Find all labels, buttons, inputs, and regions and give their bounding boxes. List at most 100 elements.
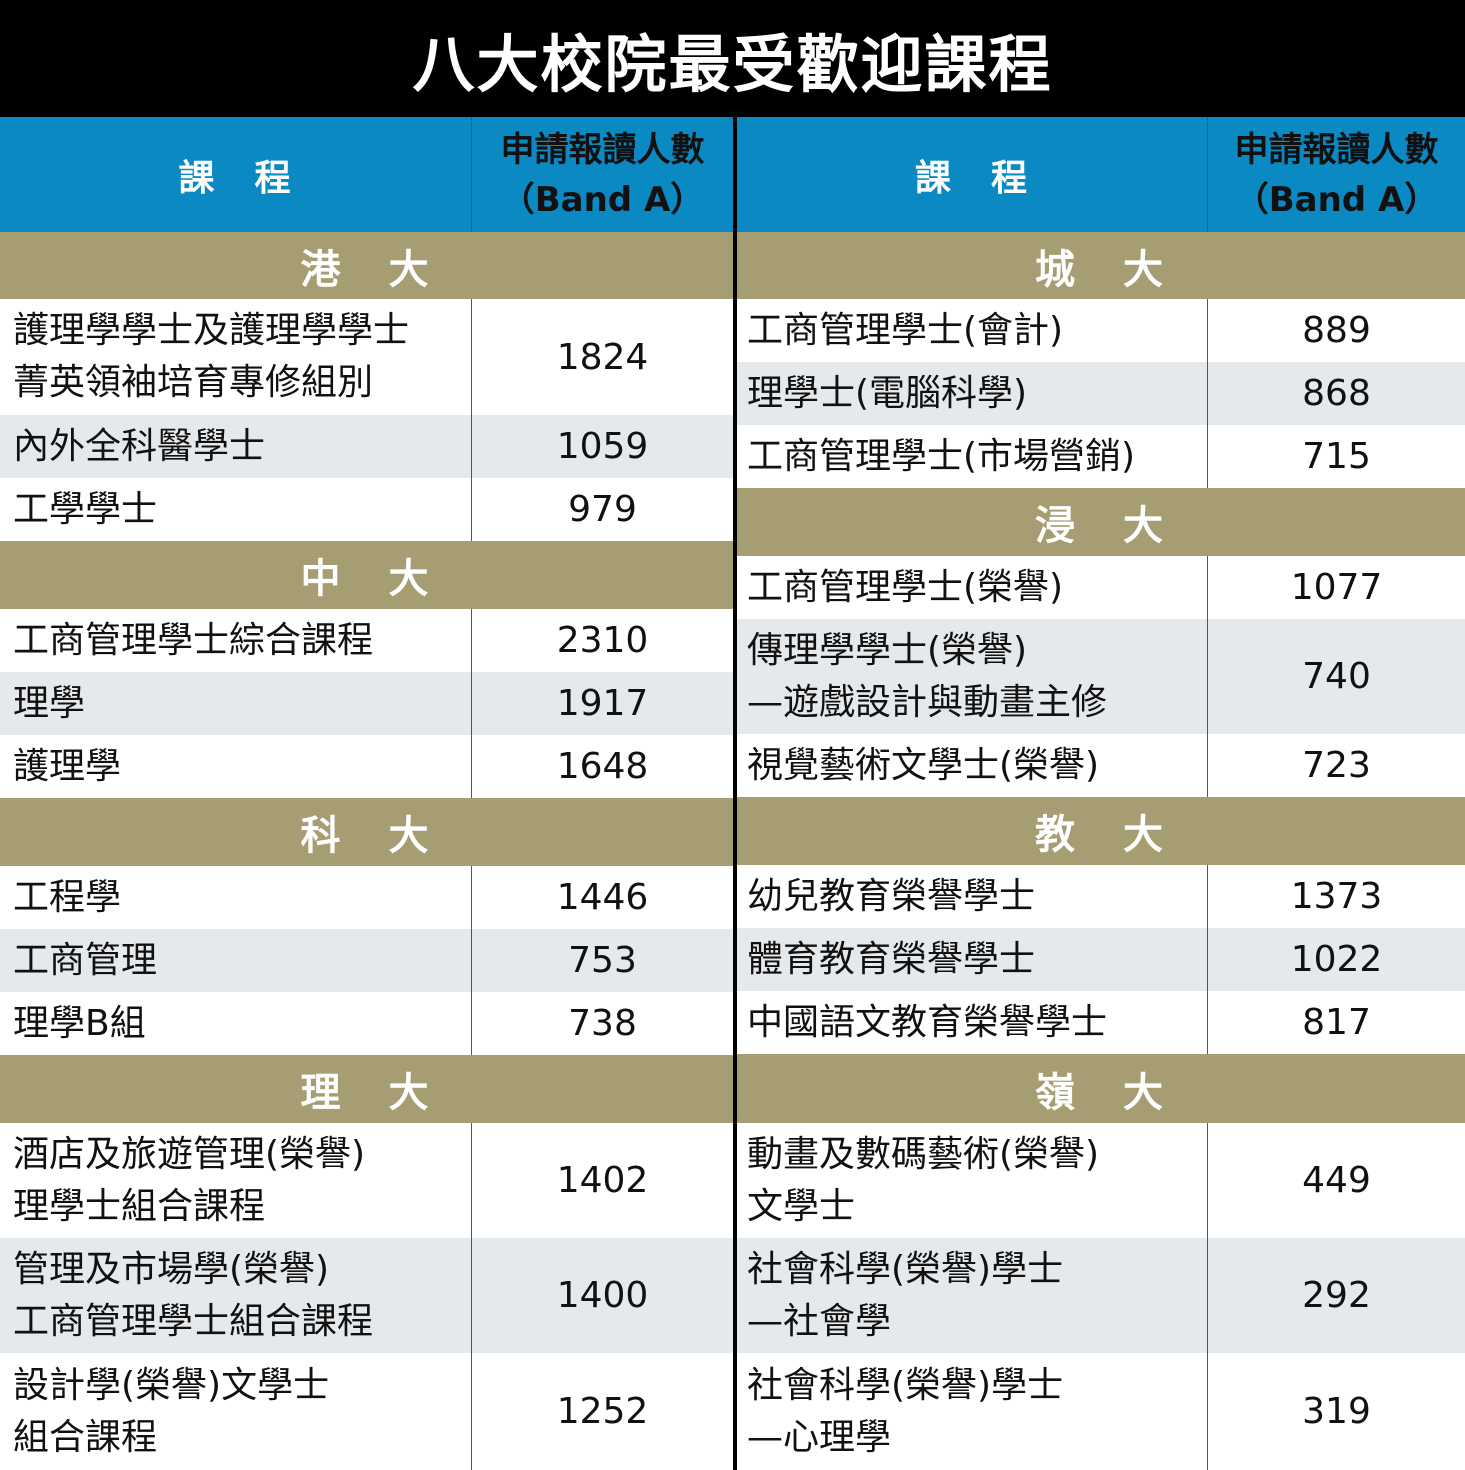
applicant-count: 2310 <box>471 609 733 672</box>
left-column: 課 程 申請報讀人數 （Band A） 港 大護理學學士及護理學學士 菁英領袖培育專修組… <box>0 117 733 1470</box>
right-column: 課 程申請報讀人數 （Band A）城 大工商管理學士(會計) 889 理學士(電腦科… <box>737 117 1465 1470</box>
table-row: 設計學(榮譽)文學士 組合課程 1252 <box>0 1353 733 1470</box>
applicant-count: 1648 <box>471 735 733 798</box>
course-name-line: 護理學 <box>13 745 122 787</box>
applicant-count: 868 <box>1207 362 1465 425</box>
count-header: 申請報讀人數 （Band A） <box>1207 117 1465 232</box>
applicant-count: 319 <box>1207 1353 1465 1470</box>
table-row: 工程學 1446 <box>0 866 733 929</box>
applicant-count: 738 <box>471 992 733 1055</box>
table-row: 工商管理學士(市場營銷) 715 <box>737 425 1465 488</box>
course-name-line: 工商管理 <box>13 939 158 981</box>
course-name: 酒店及旅遊管理(榮譽) 理學士組合課程 <box>0 1123 471 1238</box>
table-row: 視覺藝術文學士(榮譽) 723 <box>737 734 1465 797</box>
count-header-line2: （Band A） <box>1234 179 1439 220</box>
table-header: 課 程 申請報讀人數 （Band A） <box>0 117 733 232</box>
table-row: 護理學 1648 <box>0 735 733 798</box>
course-name-line: 中國語文教育榮譽學士 <box>747 1001 1108 1043</box>
table-row: 內外全科醫學士 1059 <box>0 415 733 478</box>
course-name-line: 工商管理學士(會計) <box>747 309 1064 351</box>
course-name-line: —遊戲設計與動畫主修 <box>747 681 1108 723</box>
table-row: 傳理學學士(榮譽) —遊戲設計與動畫主修 740 <box>737 619 1465 734</box>
count-header: 申請報讀人數 （Band A） <box>471 117 733 232</box>
university-header: 港 大 <box>0 232 733 299</box>
university-header: 科 大 <box>0 798 733 866</box>
course-name-line: 動畫及數碼藝術(榮譽) <box>747 1133 1100 1175</box>
table-row: 工學學士 979 <box>0 478 733 541</box>
applicant-count: 1252 <box>471 1353 733 1470</box>
applicant-count: 979 <box>471 478 733 541</box>
course-name-line: 工商管理學士(市場營銷) <box>747 435 1136 477</box>
course-name-line: 理學B組 <box>13 1002 146 1044</box>
course-name-line: 傳理學學士(榮譽) <box>747 629 1028 671</box>
table-header: 課 程 申請報讀人數 （Band A） <box>737 117 1465 232</box>
course-name: 管理及市場學(榮譽) 工商管理學士組合課程 <box>0 1238 471 1353</box>
course-name-line: —社會學 <box>747 1300 892 1342</box>
applicant-count: 1402 <box>471 1123 733 1238</box>
course-name-line: 文學士 <box>747 1185 856 1227</box>
table-row: 理學 1917 <box>0 672 733 735</box>
table-row: 工商管理學士(榮譽) 1077 <box>737 556 1465 619</box>
course-name: 幼兒教育榮譽學士 <box>737 865 1207 928</box>
course-name: 理學B組 <box>0 992 471 1055</box>
course-name: 視覺藝術文學士(榮譽) <box>737 734 1207 797</box>
table-row: 工商管理學士(會計) 889 <box>737 299 1465 362</box>
course-name-line: 菁英領袖培育專修組別 <box>13 362 374 403</box>
course-name-line: —心理學 <box>747 1416 892 1458</box>
applicant-count: 1824 <box>471 299 733 415</box>
course-name: 內外全科醫學士 <box>0 415 471 478</box>
applicant-count: 292 <box>1207 1238 1465 1353</box>
course-name-line: 工商管理學士組合課程 <box>13 1300 374 1342</box>
table-row: 社會科學(榮譽)學士 —社會學 292 <box>737 1238 1465 1353</box>
applicant-count: 740 <box>1207 619 1465 734</box>
table-row: 管理及市場學(榮譽) 工商管理學士組合課程 1400 <box>0 1238 733 1353</box>
course-name: 社會科學(榮譽)學士 —心理學 <box>737 1353 1207 1470</box>
course-name: 工程學 <box>0 866 471 929</box>
course-name: 工商管理 <box>0 929 471 992</box>
university-header: 嶺 大 <box>737 1054 1465 1123</box>
course-name-line: 內外全科醫學士 <box>13 425 266 467</box>
course-name: 動畫及數碼藝術(榮譽) 文學士 <box>737 1123 1207 1238</box>
course-name-line: 幼兒教育榮譽學士 <box>747 875 1036 917</box>
table-row: 工商管理 753 <box>0 929 733 992</box>
course-name-line: 工學學士 <box>13 488 158 530</box>
course-name-line: 社會科學(榮譽)學士 <box>747 1364 1064 1406</box>
table-row: 理學B組 738 <box>0 992 733 1055</box>
course-name-line: 組合課程 <box>13 1416 158 1458</box>
table-row: 體育教育榮譽學士 1022 <box>737 928 1465 991</box>
course-name-line: 工程學 <box>13 876 122 918</box>
applicant-count: 1077 <box>1207 556 1465 619</box>
university-header: 教 大 <box>737 797 1465 865</box>
count-header-line1: 申請報讀人數 <box>500 129 705 170</box>
course-name-line: 理學士組合課程 <box>13 1185 266 1227</box>
applicant-count: 889 <box>1207 299 1465 362</box>
university-header: 浸 大 <box>737 488 1465 556</box>
course-name: 體育教育榮譽學士 <box>737 928 1207 991</box>
course-name: 工商管理學士綜合課程 <box>0 609 471 672</box>
university-header: 中 大 <box>0 541 733 609</box>
applicant-count: 449 <box>1207 1123 1465 1238</box>
course-name: 理學 <box>0 672 471 735</box>
course-name: 工商管理學士(榮譽) <box>737 556 1207 619</box>
table-row: 中國語文教育榮譽學士 817 <box>737 991 1465 1054</box>
applicant-count: 1917 <box>471 672 733 735</box>
table-row: 動畫及數碼藝術(榮譽) 文學士 449 <box>737 1123 1465 1238</box>
course-name: 工學學士 <box>0 478 471 541</box>
course-name: 設計學(榮譽)文學士 組合課程 <box>0 1353 471 1470</box>
course-name-line: 護理學學士及護理學學士 <box>13 310 410 351</box>
course-name: 理學士(電腦科學) <box>737 362 1207 425</box>
course-name-line: 理學士(電腦科學) <box>747 372 1028 414</box>
table-row: 社會科學(榮譽)學士 —心理學 319 <box>737 1353 1465 1470</box>
course-name-line: 工商管理學士綜合課程 <box>13 619 374 661</box>
course-header: 課 程 <box>914 157 1029 199</box>
table-row: 工商管理學士綜合課程 2310 <box>0 609 733 672</box>
course-name: 護理學學士及護理學學士 菁英領袖培育專修組別 <box>0 299 471 415</box>
column-divider <box>733 117 737 1470</box>
table-row: 酒店及旅遊管理(榮譽) 理學士組合課程 1402 <box>0 1123 733 1238</box>
table-row: 理學士(電腦科學) 868 <box>737 362 1465 425</box>
course-name: 社會科學(榮譽)學士 —社會學 <box>737 1238 1207 1353</box>
course-name: 護理學 <box>0 735 471 798</box>
course-name-line: 管理及市場學(榮譽) <box>13 1248 330 1290</box>
course-name: 傳理學學士(榮譽) —遊戲設計與動畫主修 <box>737 619 1207 734</box>
